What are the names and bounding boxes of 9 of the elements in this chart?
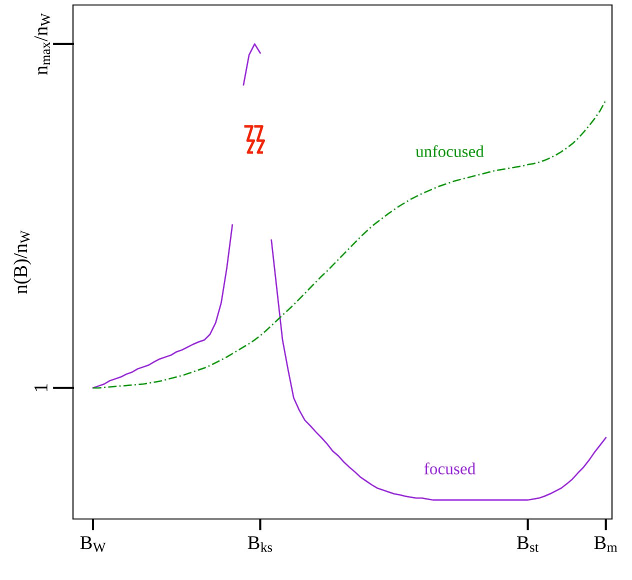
x-tick-label: B$_{m}$ xyxy=(594,536,618,552)
text: 1 xyxy=(34,384,48,392)
series-label: unfocused xyxy=(416,145,484,158)
series-label: focused xyxy=(424,462,476,474)
text: n$_{max}$/n$_{W}$ xyxy=(34,13,50,75)
y-axis-title: n(B)/n$_{W}$ xyxy=(13,230,32,294)
x-tick-label: B$_{W}$ xyxy=(80,536,106,552)
x-tick-label: B$_{st}$ xyxy=(516,536,539,552)
x-tick-label: B$_{ks}$ xyxy=(248,536,272,552)
